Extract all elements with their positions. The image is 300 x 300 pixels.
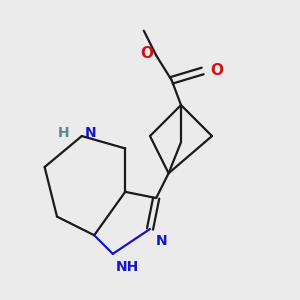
- Text: O: O: [210, 64, 224, 79]
- Text: NH: NH: [116, 260, 139, 274]
- Text: O: O: [140, 46, 153, 62]
- Text: N: N: [85, 126, 97, 140]
- Text: N: N: [156, 234, 168, 248]
- Text: H: H: [58, 126, 69, 140]
